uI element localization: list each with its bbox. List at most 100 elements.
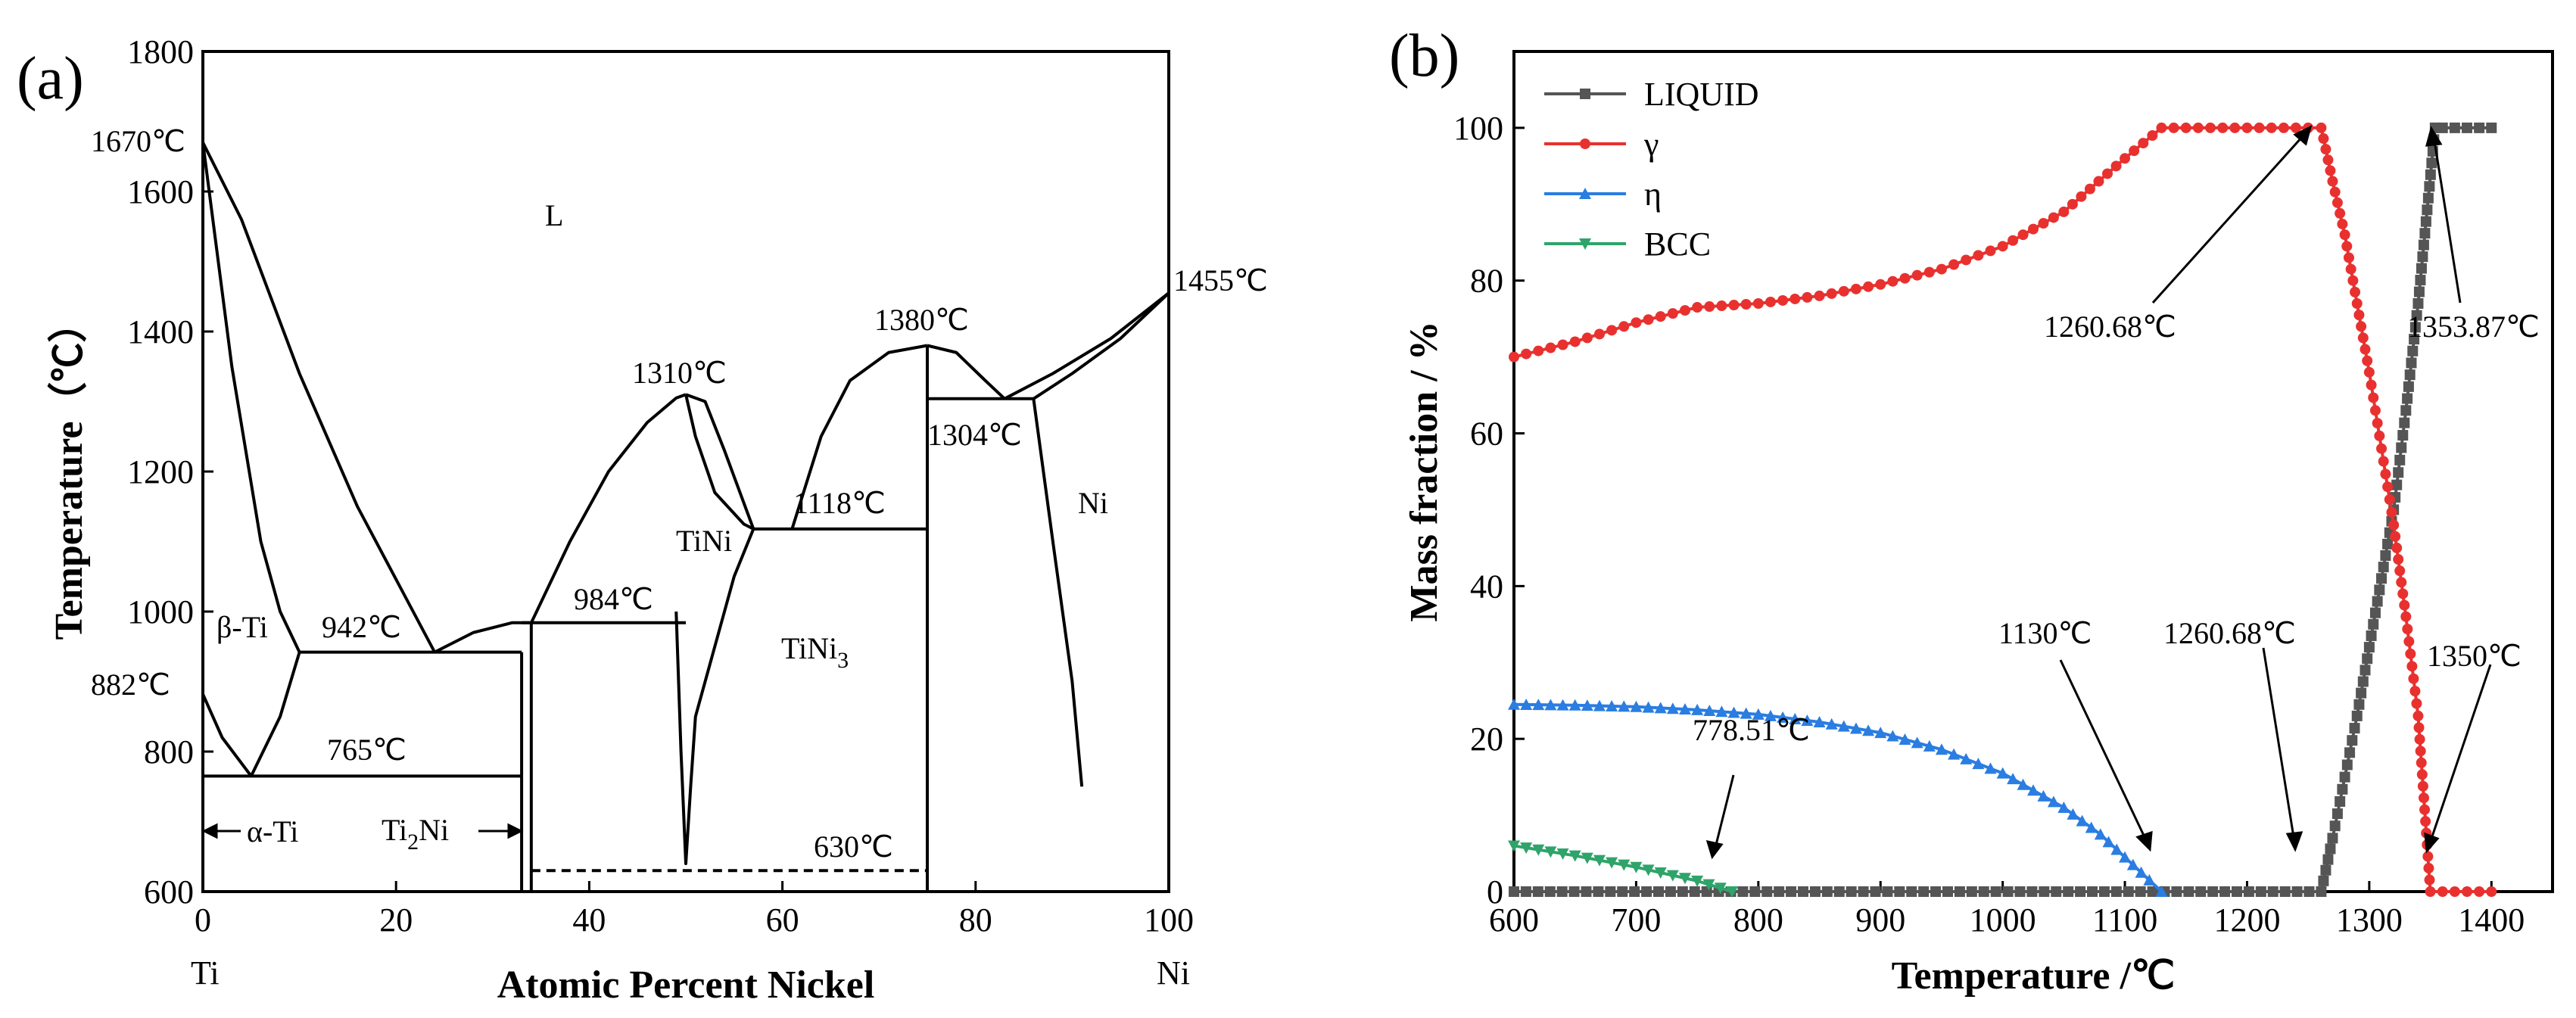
series-liquid-point [2403, 381, 2414, 392]
series-liquid-point [1882, 886, 1893, 897]
series-liquid-point [1906, 886, 1917, 897]
annotation-1455: 1455℃ [1173, 263, 1268, 297]
series-liquid-point [2418, 239, 2429, 251]
series-liquid-point [1774, 886, 1785, 897]
series-liquid-point [2135, 886, 2146, 897]
series-liquid-point [1520, 886, 1531, 897]
series-eta-point [1874, 727, 1887, 739]
series-gamma-point [2369, 405, 2381, 416]
series-liquid-point [2086, 886, 2098, 897]
series-eta-point [2047, 795, 2060, 808]
series-bcc-point [1520, 842, 1533, 855]
series-liquid-point [1894, 886, 1905, 897]
series-gamma-point [2411, 698, 2422, 709]
series-liquid-point [2279, 886, 2291, 897]
series-liquid-point [2380, 550, 2391, 561]
series-bcc-point [1593, 855, 1606, 867]
series-liquid-point [1509, 886, 1519, 897]
series-liquid-point [2039, 886, 2050, 897]
series-gamma-point [2412, 710, 2424, 721]
series-gamma-point [2386, 506, 2397, 518]
series-liquid-point [2207, 886, 2219, 897]
series-eta-point [1568, 699, 1581, 711]
series-gamma-point [2397, 588, 2409, 599]
series-gamma-point [2129, 145, 2140, 157]
series-liquid-point [2374, 584, 2385, 596]
series-eta-point [1666, 702, 1679, 714]
series-liquid-point [2303, 886, 2315, 897]
series-gamma-point [2388, 519, 2400, 531]
series-gamma-point [2474, 886, 2485, 897]
panel-b-y-tick-label: 80 [1470, 263, 1503, 300]
series-liquid-point [2329, 820, 2341, 832]
series-liquid-point [2417, 251, 2428, 263]
series-eta-point [1727, 706, 1740, 718]
series-liquid-point [2411, 310, 2422, 321]
arrow-1260-low-head [2285, 831, 2303, 852]
series-liquid-point [2474, 122, 2485, 133]
series-eta-point [2119, 851, 2132, 863]
series-gamma-point [2329, 186, 2341, 198]
series-gamma-point [2396, 577, 2407, 588]
series-eta-point [1960, 752, 1973, 764]
series-eta-point [2085, 821, 2098, 833]
series-bcc-point [1568, 850, 1581, 862]
series-eta-point [1935, 743, 1948, 755]
series-gamma-point [2038, 218, 2049, 229]
series-eta-point [2102, 836, 2115, 848]
series-gamma-point [1667, 308, 1678, 319]
series-liquid-point [2335, 795, 2346, 807]
series-liquid-point [2419, 228, 2431, 239]
series-gamma-point [2266, 122, 2277, 133]
series-eta-point [2067, 808, 2079, 820]
phase-boundary-curve [434, 621, 531, 654]
annotation-1353-87: 1353.87℃ [2407, 310, 2540, 344]
series-gamma-point [2422, 851, 2434, 862]
annotation-1130: 1130℃ [1998, 616, 2092, 650]
phase-label-liquid: L [545, 198, 563, 232]
annotation-630: 630℃ [814, 830, 893, 864]
series-liquid-point [2123, 886, 2134, 897]
panel-b-y-tick-label: 60 [1470, 416, 1503, 453]
phase-boundary-curve [201, 142, 437, 653]
series-bcc-point [1691, 875, 1704, 887]
series-gamma-point [2254, 122, 2265, 133]
series-liquid-point [2399, 417, 2410, 428]
series-gamma-point [1679, 305, 1690, 316]
series-gamma [1509, 122, 2497, 897]
series-gamma-point [2156, 122, 2167, 133]
series-gamma-point [2406, 661, 2418, 672]
series-eta-point [1642, 701, 1655, 713]
series-gamma-point [2278, 122, 2289, 133]
series-gamma-point [1826, 288, 1837, 299]
series-gamma-point [2322, 154, 2334, 166]
arrow-1350 [2430, 664, 2492, 839]
series-gamma-point [2391, 542, 2403, 553]
phase-label-ni: Ni [1078, 486, 1108, 520]
series-liquid-point [1652, 886, 1664, 897]
series-gamma-point [2320, 144, 2331, 155]
series-liquid-point [2422, 192, 2434, 204]
series-gamma-point [2353, 310, 2365, 321]
series-liquid-point [2409, 322, 2421, 333]
series-eta [1508, 698, 2168, 897]
series-gamma-point [2416, 769, 2428, 780]
series-liquid-point [2400, 405, 2412, 416]
alpha-ti-arrowhead [201, 823, 218, 839]
series-gamma-point [2048, 212, 2059, 223]
phase-label-tini: TiNi [676, 524, 732, 558]
series-gamma-point [2418, 792, 2429, 804]
series-liquid-point [2347, 735, 2358, 746]
series-eta-point [1630, 700, 1643, 712]
phase-boundary-curve [1004, 291, 1170, 400]
series-liquid-point [1966, 886, 1977, 897]
series-liquid-point [1942, 886, 1953, 897]
series-gamma-point [2402, 624, 2413, 635]
panel-b-mass-fraction-chart: (b) 600 700 800 900 1000 1100 1200 1300 1400 0 20… [1389, 23, 2554, 998]
series-liquid-point [2337, 783, 2348, 795]
series-gamma-point [2416, 757, 2427, 768]
series-gamma-point [1643, 314, 1654, 325]
series-gamma-point [2343, 252, 2354, 263]
legend-liquid-label: LIQUID [1644, 76, 1759, 113]
panel-a-y-axis-label: Temperature（℃） [47, 304, 91, 640]
